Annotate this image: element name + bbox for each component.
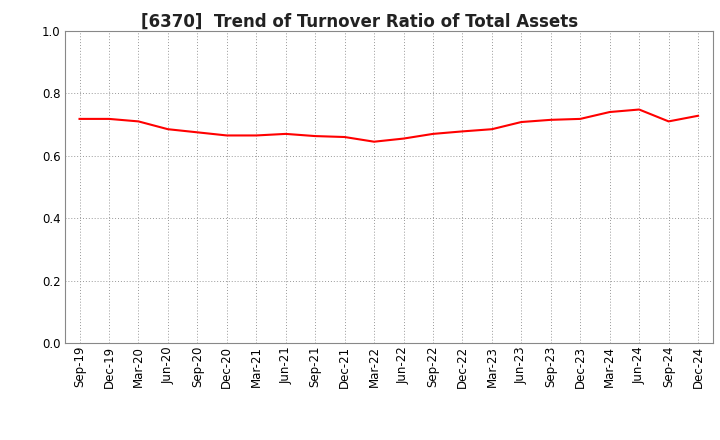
Text: [6370]  Trend of Turnover Ratio of Total Assets: [6370] Trend of Turnover Ratio of Total …: [141, 13, 579, 31]
